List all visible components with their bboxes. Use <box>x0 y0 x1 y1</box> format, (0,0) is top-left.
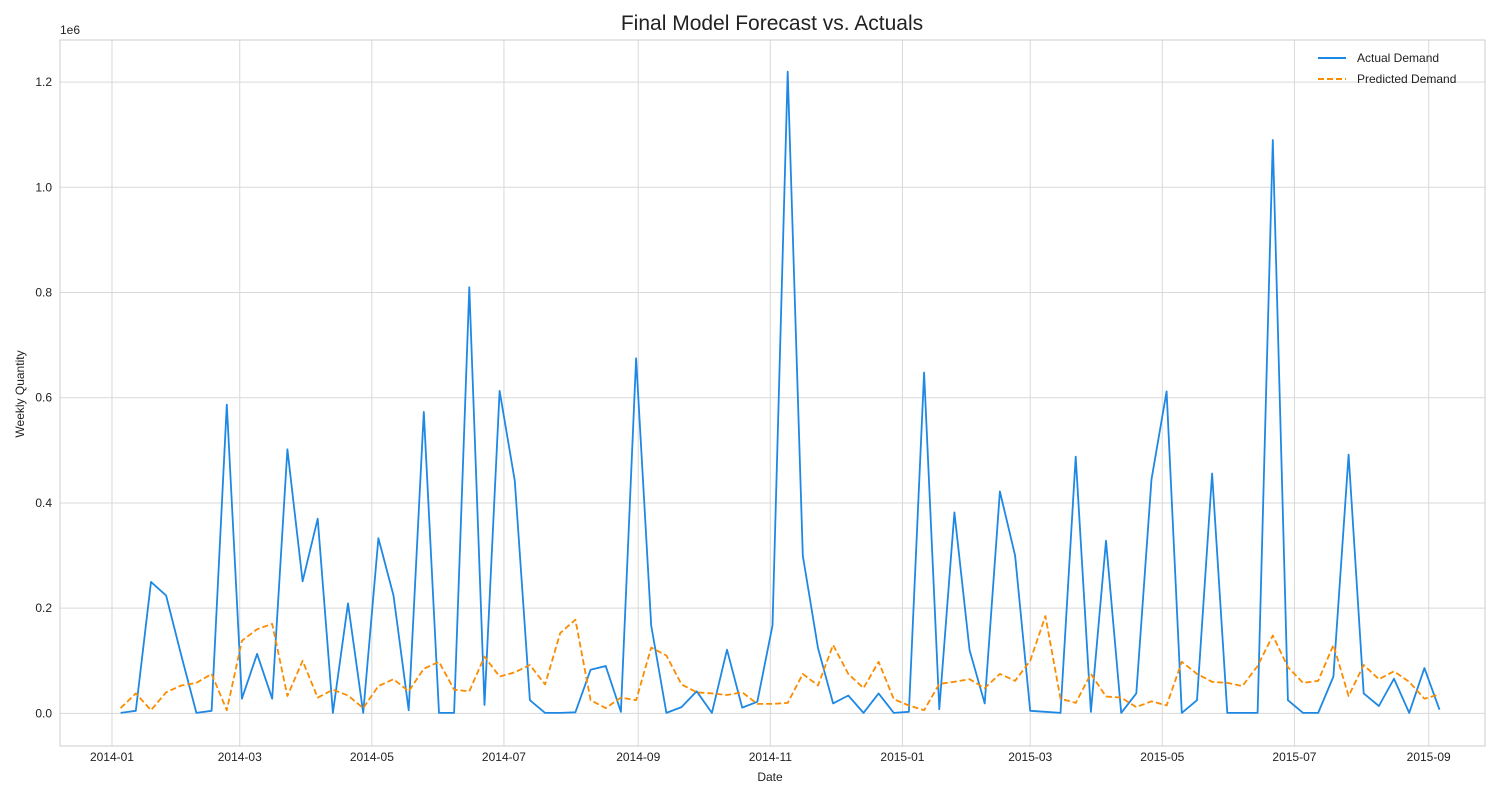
x-tick-label: 2014-09 <box>616 750 660 764</box>
y-tick-label: 0.8 <box>35 286 52 300</box>
plot-frame <box>59 39 1486 747</box>
x-tick-label: 2015-07 <box>1272 750 1316 764</box>
x-tick-label: 2015-05 <box>1140 750 1184 764</box>
x-tick-label: 2014-01 <box>90 750 134 764</box>
y-tick-label: 0.6 <box>35 391 52 405</box>
x-tick-label: 2014-03 <box>218 750 262 764</box>
x-tick-label: 2015-01 <box>880 750 924 764</box>
y-tick-label: 0.0 <box>35 706 52 720</box>
y-tick-label: 0.2 <box>35 601 52 615</box>
x-tick-label: 2015-03 <box>1008 750 1052 764</box>
y-tick-label: 1.0 <box>35 180 52 194</box>
y-tick-label: 0.4 <box>35 496 52 510</box>
legend: Actual Demand Predicted Demand <box>1318 51 1456 86</box>
series-line-predicted-demand <box>119 615 1440 712</box>
x-tick-label: 2014-07 <box>482 750 526 764</box>
y-axis-label: Weekly Quantity <box>13 350 27 437</box>
series-layer <box>119 70 1441 714</box>
grid-lines <box>60 40 1485 746</box>
legend-label-actual: Actual Demand <box>1357 51 1439 65</box>
x-tick-label: 2014-05 <box>350 750 394 764</box>
y-tick-labels: 0.0 0.2 0.4 0.6 0.8 1.0 1.2 <box>35 75 52 720</box>
legend-label-predicted: Predicted Demand <box>1357 72 1456 86</box>
chart-title: Final Model Forecast vs. Actuals <box>621 12 923 35</box>
x-axis-label: Date <box>757 770 783 784</box>
x-tick-labels: 2014-01 2014-03 2014-05 2014-07 2014-09 2014-… <box>90 750 1451 764</box>
x-tick-label: 2014-11 <box>749 750 792 764</box>
x-tick-label: 2015-09 <box>1407 750 1451 764</box>
series-line-actual-demand <box>120 70 1441 714</box>
y-tick-label: 1.2 <box>35 75 52 89</box>
y-offset-label: 1e6 <box>60 23 80 37</box>
